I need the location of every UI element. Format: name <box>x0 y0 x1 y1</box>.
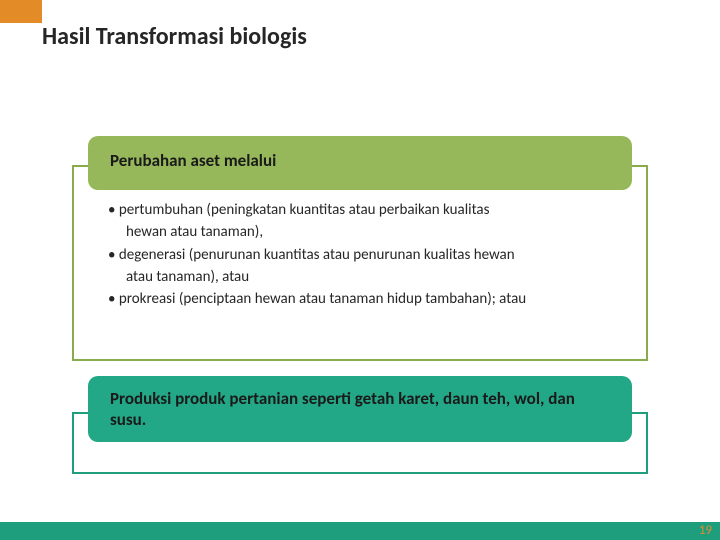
bullet-1-line1: • pertumbuhan (peningkatan kuantitas ata… <box>108 200 628 220</box>
section2-header-text: Produksi produk pertanian seperti getah … <box>110 388 575 430</box>
bullet-3-line1: • prokreasi (penciptaan hewan atau tanam… <box>108 289 628 309</box>
page-number: 19 <box>699 523 712 538</box>
bullet-2-line2: atau tanaman), atau <box>108 267 628 287</box>
section1-header: Perubahan aset melalui <box>88 136 632 190</box>
section2-header: Produksi produk pertanian seperti getah … <box>88 376 632 442</box>
bullet-1-line2: hewan atau tanaman), <box>108 222 628 242</box>
section1-header-text: Perubahan aset melalui <box>110 150 276 171</box>
footer-bar <box>0 522 720 540</box>
slide-title: Hasil Transformasi biologis <box>42 22 307 51</box>
bullet-2-line1: • degenerasi (penurunan kuantitas atau p… <box>108 245 628 265</box>
corner-accent-block <box>0 0 42 23</box>
section1-content: • pertumbuhan (peningkatan kuantitas ata… <box>108 200 628 311</box>
